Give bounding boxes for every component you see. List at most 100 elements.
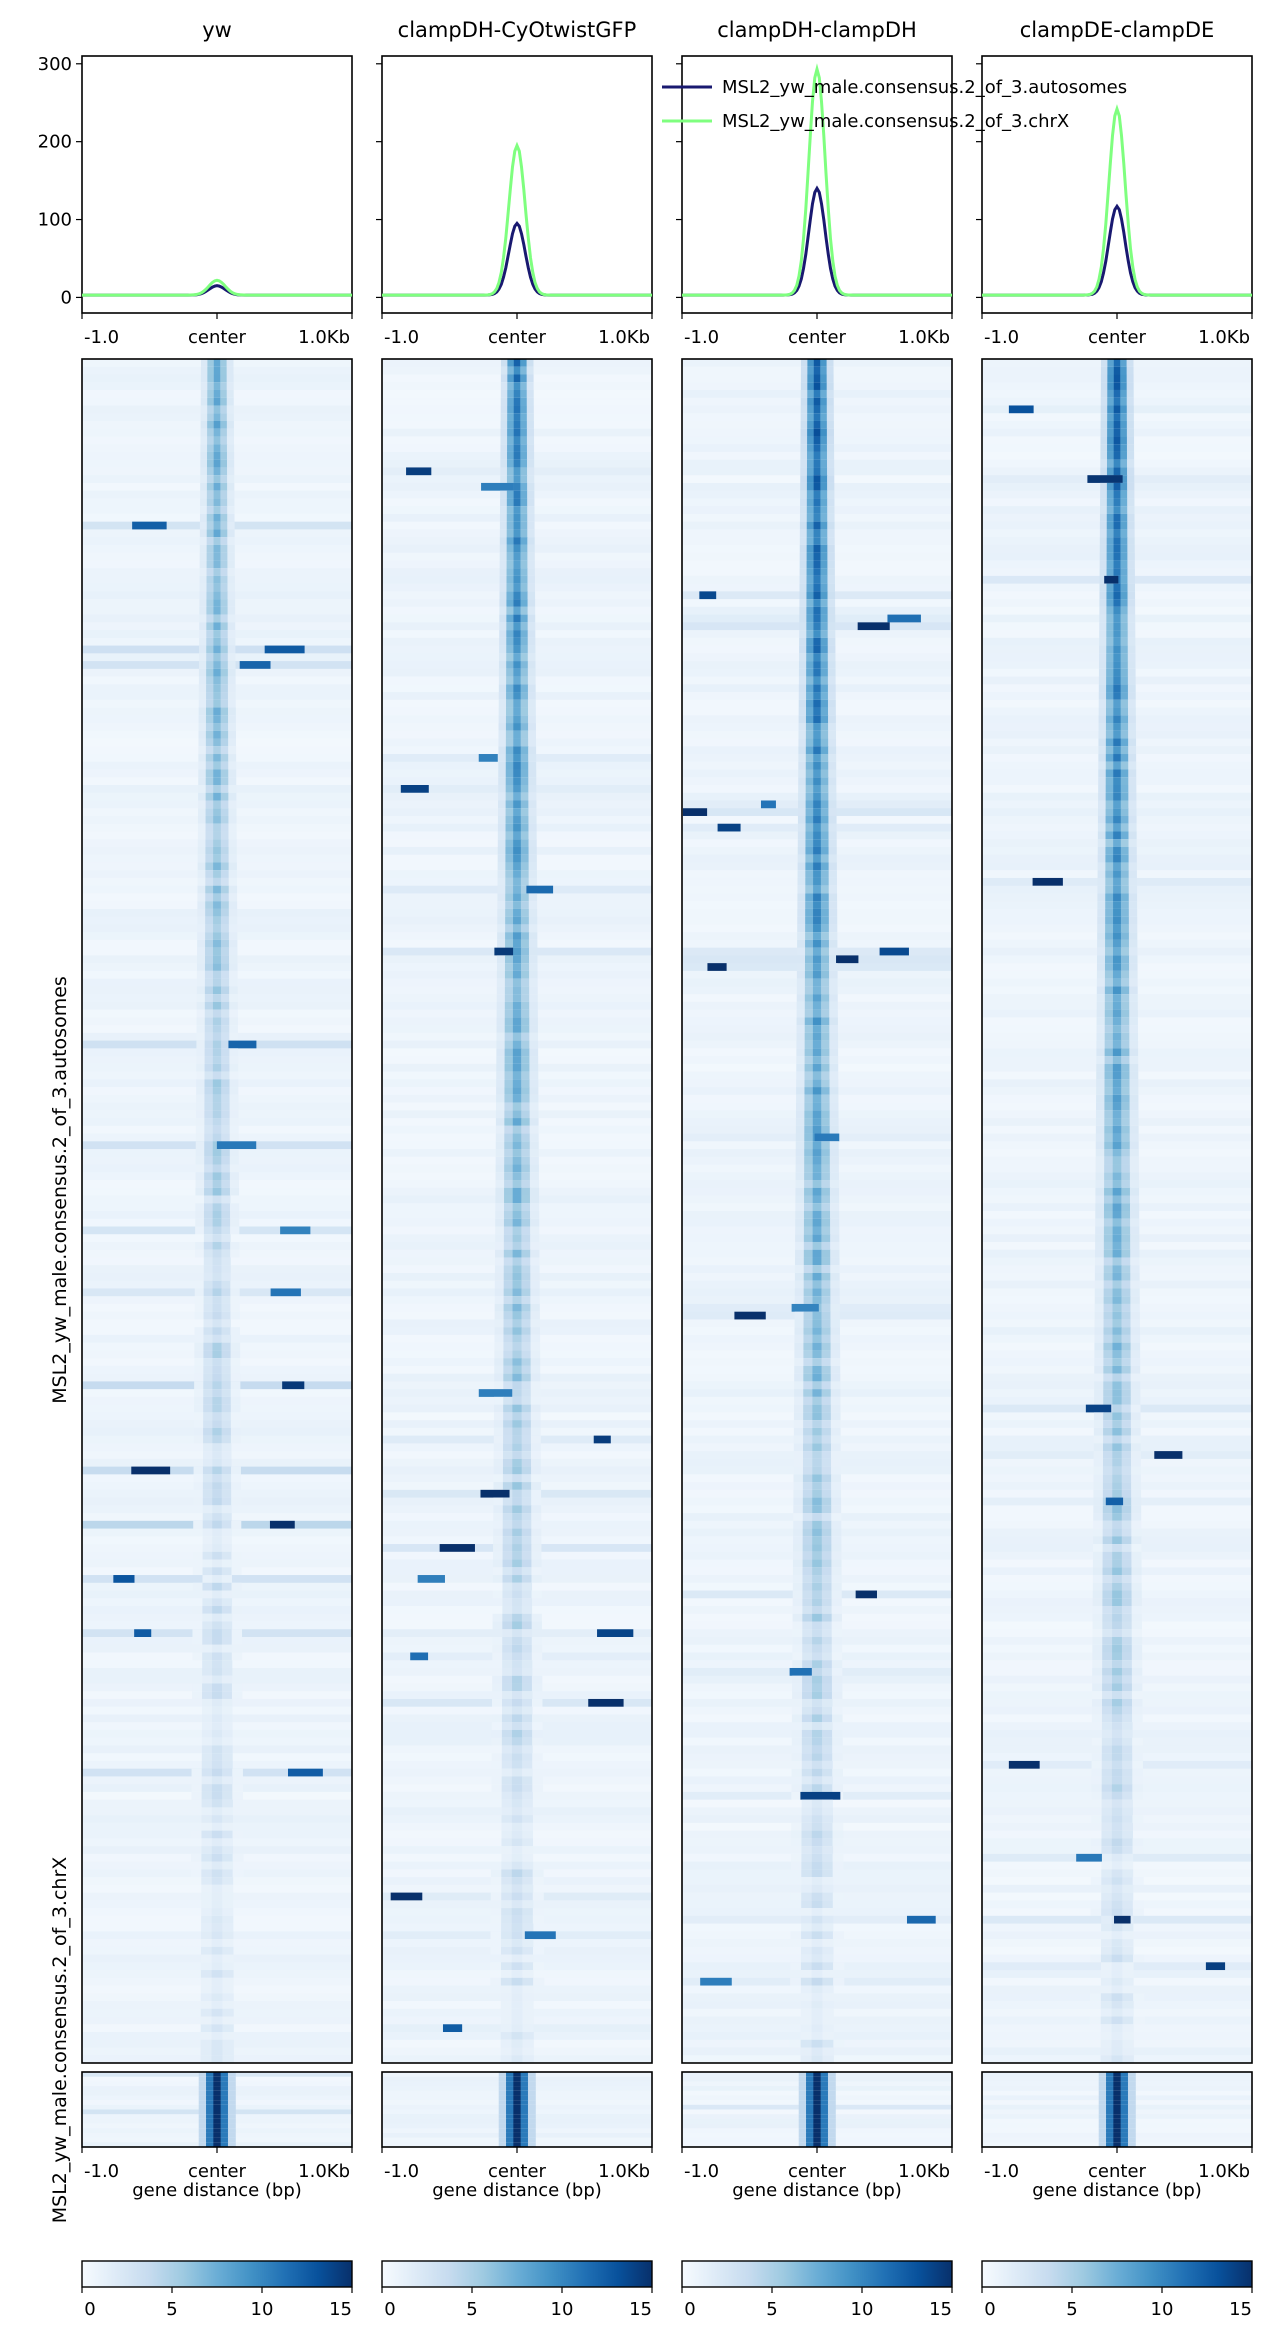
heatmap-center-cell <box>820 792 829 801</box>
heatmap-center-cell <box>794 1311 805 1320</box>
heatmap-center-cell <box>504 1001 514 1011</box>
heatmap-center-cell <box>803 1226 814 1235</box>
heatmap-center-cell <box>211 1784 223 1793</box>
heatmap-center-cell <box>804 1156 814 1165</box>
heatmap-center-cell <box>207 436 215 445</box>
heatmap-center-cell <box>205 939 214 949</box>
heatmap-center-cell <box>802 1551 813 1560</box>
colorbar-tick-label: 5 <box>466 2299 477 2320</box>
heatmap-center-cell <box>506 475 515 484</box>
heatmap-center-cell <box>527 506 535 515</box>
heatmap-center-cell <box>501 1753 513 1762</box>
heatmap-center-cell <box>802 1675 813 1684</box>
heatmap-center-cell <box>213 413 221 422</box>
heatmap-center-cell <box>212 1311 222 1320</box>
heatmap-center-cell <box>506 513 515 523</box>
heatmap-center-cell <box>798 2142 807 2148</box>
heatmap-center-cell <box>807 436 815 445</box>
heatmap-center-cell <box>830 1211 840 1220</box>
heatmap-center-cell <box>202 1505 213 1514</box>
heatmap-center-cell <box>802 1683 813 1692</box>
heatmap-center-cell <box>196 1102 205 1111</box>
heatmap-center-cell <box>829 1118 839 1127</box>
heatmap-center-cell <box>798 2123 807 2129</box>
heatmap-center-cell <box>520 428 528 437</box>
heatmap-center-cell <box>800 436 808 445</box>
heatmap-center-cell <box>521 1032 530 1041</box>
heatmap-center-cell <box>802 1644 813 1653</box>
heatmap-center-cell <box>201 1745 213 1754</box>
heatmap-center-cell <box>521 1652 533 1661</box>
heatmap-center-cell <box>806 2114 814 2120</box>
heatmap-center-cell <box>1128 854 1137 863</box>
heatmap-center-cell <box>213 630 222 639</box>
heatmap-center-cell <box>799 599 807 608</box>
heatmap-center-cell <box>201 1869 213 1878</box>
heatmap-center-cell <box>522 1877 534 1886</box>
heatmap-center-cell <box>1113 792 1122 801</box>
heatmap-center-cell <box>227 668 236 677</box>
heatmap-center-cell <box>497 808 507 817</box>
heatmap-center-cell <box>512 1280 522 1289</box>
heatmap-center-cell <box>793 1466 804 1475</box>
heatmap-center-cell <box>213 877 222 887</box>
heatmap-center-cell <box>821 1427 832 1437</box>
heatmap-center-cell <box>799 552 808 561</box>
heatmap-center-cell <box>803 1420 813 1429</box>
heatmap-center-cell <box>820 916 830 925</box>
heatmap-center-cell <box>231 1474 241 1483</box>
heatmap-center-cell <box>821 1071 830 1080</box>
heatmap-center-cell <box>1120 575 1128 585</box>
heatmap-center-cell <box>513 862 522 871</box>
heatmap-center-cell <box>493 1466 504 1475</box>
heatmap-streak <box>524 1931 556 1940</box>
heatmap-center-cell <box>813 2137 822 2143</box>
heatmap-center-cell <box>521 1544 532 1553</box>
heatmap-center-cell <box>527 2118 536 2124</box>
heatmap-center-cell <box>221 1691 233 1700</box>
heatmap-center-cell <box>1096 1087 1105 1096</box>
heatmap-center-cell <box>1129 1156 1139 1165</box>
heatmap-center-cell <box>520 436 528 445</box>
heatmap-center-cell <box>495 1164 505 1173</box>
heatmap-center-cell <box>198 2114 207 2120</box>
heatmap-center-cell <box>513 769 522 778</box>
heatmap-center-cell <box>229 994 238 1003</box>
heatmap-center-cell <box>813 2104 822 2110</box>
heatmap-center-cell <box>827 2128 836 2134</box>
heatmap-center-cell <box>194 1342 204 1351</box>
heatmap-center-cell <box>821 1551 832 1560</box>
heatmap-center-cell <box>821 1009 830 1018</box>
heatmap-center-cell <box>198 2072 207 2078</box>
heatmap-center-cell <box>796 978 806 987</box>
heatmap-center-cell <box>806 583 814 592</box>
heatmap-center-cell <box>1120 428 1128 437</box>
heatmap-center-cell <box>1121 1063 1130 1072</box>
heatmap-center-cell <box>806 513 815 523</box>
heatmap-center-cell <box>495 1156 505 1165</box>
heatmap-center-cell <box>800 389 808 399</box>
heatmap-center-cell <box>831 1458 841 1467</box>
heatmap-center-cell <box>792 1691 803 1700</box>
heatmap-center-cell <box>1106 661 1114 670</box>
heatmap-center-cell <box>531 1637 543 1646</box>
heatmap-center-cell <box>192 1637 203 1646</box>
heatmap-center-cell <box>812 1606 823 1615</box>
heatmap-center-cell <box>822 1753 833 1762</box>
heatmap-center-cell <box>800 2047 813 2056</box>
heatmap-center-cell <box>220 2109 229 2115</box>
heatmap-center-cell <box>191 1830 202 1839</box>
heatmap-center-cell <box>796 1079 806 1088</box>
heatmap-center-cell <box>202 1590 213 1599</box>
heatmap-center-cell <box>822 1807 833 1816</box>
heatmap-center-cell <box>507 428 515 437</box>
heatmap-center-cell <box>792 1683 803 1692</box>
heatmap-center-cell <box>500 1993 513 2002</box>
heatmap-center-cell <box>804 1009 814 1018</box>
heatmap-center-cell <box>229 1032 239 1041</box>
heatmap-center-cell <box>221 1350 232 1359</box>
heatmap-center-cell <box>213 2137 222 2143</box>
heatmap-center-cell <box>1120 707 1129 716</box>
heatmap-center-cell <box>206 2109 214 2115</box>
heatmap-center-cell <box>800 475 808 484</box>
